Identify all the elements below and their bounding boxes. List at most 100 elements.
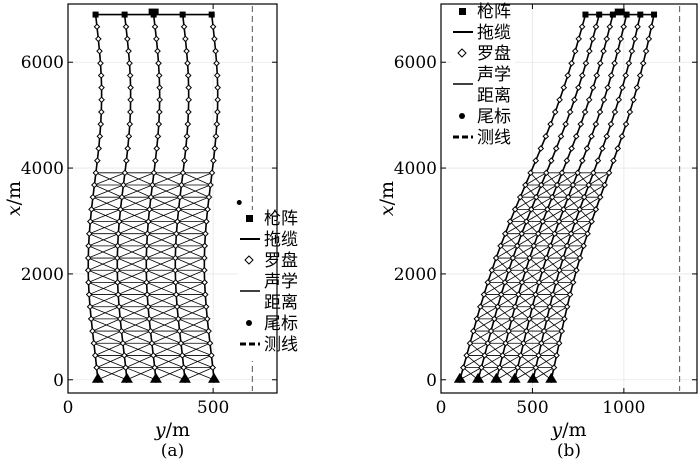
compass-marker [115,303,123,311]
acoustic-range [517,233,539,247]
compass-marker [121,352,128,359]
compass-marker [592,206,600,213]
plot-frame [440,3,698,394]
compass-marker [578,23,586,31]
compass-marker [122,23,130,31]
acoustic-range [559,257,581,271]
compass-marker [176,327,183,335]
acoustic-range [550,233,572,247]
compass-marker [603,133,611,140]
compass-marker [211,145,219,152]
compass-marker [516,193,524,201]
compass-marker [586,47,593,55]
compass-marker [574,169,581,177]
compass-marker [633,84,641,91]
compass-marker [181,157,188,164]
gun-array-marker [582,11,589,18]
tail-buoy-marker [91,372,104,383]
compass-marker [142,266,150,274]
compass-marker [213,72,221,79]
compass-marker [91,352,99,359]
acoustic-range [154,355,183,368]
acoustic-range [147,282,176,295]
compass-marker [85,279,92,286]
compass-marker [576,254,584,262]
chart-panel-b: 0 500 1000 0 2000 4000 6000 y/m x/m (b) 枪阵拖缆罗盘声学距离… [376,2,698,461]
compass-marker [86,303,94,311]
acoustic-range [490,318,513,332]
acoustic-range [88,257,118,271]
compass-marker [182,35,189,43]
acoustic-range [526,318,548,332]
acoustic-range [146,245,176,259]
compass-marker [201,254,208,262]
compass-marker [527,206,535,213]
compass-marker [185,84,192,91]
acoustic-range [514,367,537,381]
compass-marker [539,266,546,274]
acoustic-range [538,342,560,356]
acoustic-range [535,282,557,295]
compass-marker [585,181,593,189]
acoustic-range [532,367,555,381]
compass-marker [179,169,187,177]
acoustic-range [120,306,149,320]
compass-marker [561,315,568,323]
compass-marker [211,35,218,43]
compass-marker [505,266,513,274]
acoustic-range [463,355,485,368]
compass-marker [559,254,567,262]
legend-compass-symbol [244,255,254,265]
compass-marker [636,72,644,79]
compass-marker [185,96,193,104]
compass-marker [154,47,161,55]
compass-marker [155,59,162,67]
compass-marker [459,364,467,371]
compass-marker [596,59,604,67]
compass-marker [473,315,481,323]
compass-marker [113,254,121,262]
compass-marker [530,242,538,250]
compass-marker [214,96,222,104]
compass-marker [537,181,545,189]
acoustic-range [575,209,597,222]
legend-compass-symbol [457,48,467,58]
compass-marker [98,108,105,116]
acoustic-range [579,196,601,210]
acoustic-range [532,294,554,308]
compass-marker [555,218,563,225]
acoustic-range [480,294,502,308]
compass-marker [601,181,608,189]
gun-array-marker [609,11,616,18]
compass-marker [526,315,533,323]
acoustic-range [150,318,179,332]
compass-marker [558,327,566,335]
compass-marker [124,35,131,43]
acoustic-range [179,184,211,198]
compass-marker [156,108,163,116]
compass-marker [539,218,547,225]
compass-marker [547,157,555,164]
compass-marker [592,120,600,128]
compass-marker [543,254,550,262]
compass-marker [532,193,540,201]
compass-marker [508,315,516,323]
legend-gun-symbol [246,215,253,222]
acoustic-range [508,257,530,271]
compass-marker [622,120,630,128]
compass-marker [476,303,484,311]
compass-marker [596,108,604,116]
gun-array-marker [208,11,215,18]
compass-marker [572,133,580,140]
compass-marker [91,181,98,189]
compass-marker [642,47,650,55]
compass-marker [577,120,585,128]
acoustic-range [500,282,523,295]
acoustic-range [529,245,551,259]
compass-marker [118,193,126,201]
compass-marker [648,23,655,31]
compass-marker [89,327,96,335]
acoustic-range [552,282,574,295]
acoustic-range [125,355,154,368]
compass-marker [153,145,161,152]
